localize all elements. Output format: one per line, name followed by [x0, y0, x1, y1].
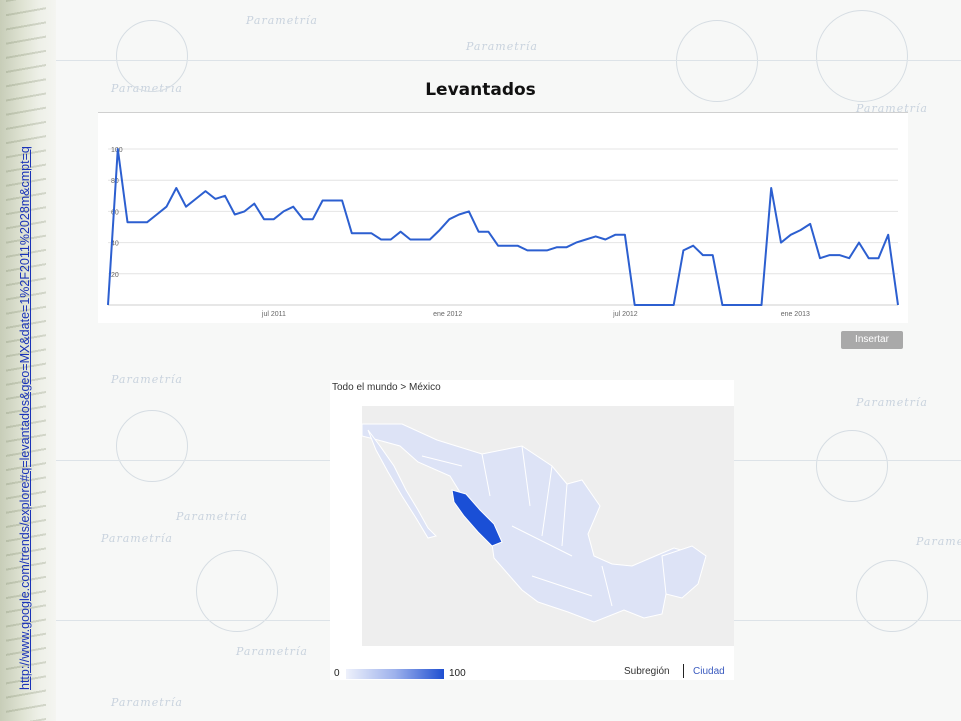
insert-button[interactable]: Insertar [841, 331, 903, 349]
trend-chart-panel: 20 40 60 80 100 jul 2011 ene 2012 jul 2012 ene 2… [98, 112, 908, 323]
baja-california-peninsula[interactable] [367, 429, 437, 539]
watermark-text: Parametría [246, 14, 318, 27]
deco-circle [816, 430, 888, 502]
map-breadcrumb[interactable]: Todo el mundo > México [332, 382, 441, 393]
watermark-text: Parametría [236, 645, 308, 658]
watermark-text: Parametría [111, 373, 183, 386]
mexico-map[interactable] [361, 406, 734, 646]
subregion-toggle[interactable]: Subregión [624, 666, 670, 677]
deco-line [56, 60, 961, 61]
y-tick-label: 20 [111, 272, 119, 279]
slide-title: Levantados [425, 80, 536, 100]
watermark-text: Parametría [101, 532, 173, 545]
legend-max-label: 100 [449, 668, 466, 679]
watermark-text: Parametría [111, 696, 183, 709]
y-tick-label: 40 [111, 241, 119, 248]
toggle-separator [683, 664, 684, 678]
deco-circle [116, 410, 188, 482]
x-tick-label: jul 2012 [612, 311, 638, 318]
deco-circle [196, 550, 278, 632]
decorative-side-strip [0, 0, 56, 721]
region-sinaloa[interactable] [451, 489, 503, 547]
legend-min-label: 0 [334, 668, 340, 679]
x-tick-label: jul 2011 [261, 311, 286, 318]
watermark-text: Parametría [856, 396, 928, 409]
state-borders [421, 445, 613, 607]
watermark-text: Parametría [176, 510, 248, 523]
branch-texture [6, 0, 46, 721]
google-trends-link[interactable]: http://www.google.com/trends/explore#q=l… [18, 146, 32, 690]
x-tick-label: ene 2013 [781, 311, 810, 318]
x-tick-label: ene 2012 [433, 311, 462, 318]
series-line [107, 148, 899, 306]
mexico-map-svg [361, 406, 734, 646]
legend-gradient-bar [346, 669, 444, 679]
yucatan-region[interactable] [661, 545, 707, 599]
y-tick-label: 60 [111, 209, 119, 216]
watermark-text: Parametría [916, 535, 961, 548]
deco-circle [856, 560, 928, 632]
watermark-text: Parametría [466, 40, 538, 53]
city-toggle[interactable]: Ciudad [693, 666, 725, 677]
